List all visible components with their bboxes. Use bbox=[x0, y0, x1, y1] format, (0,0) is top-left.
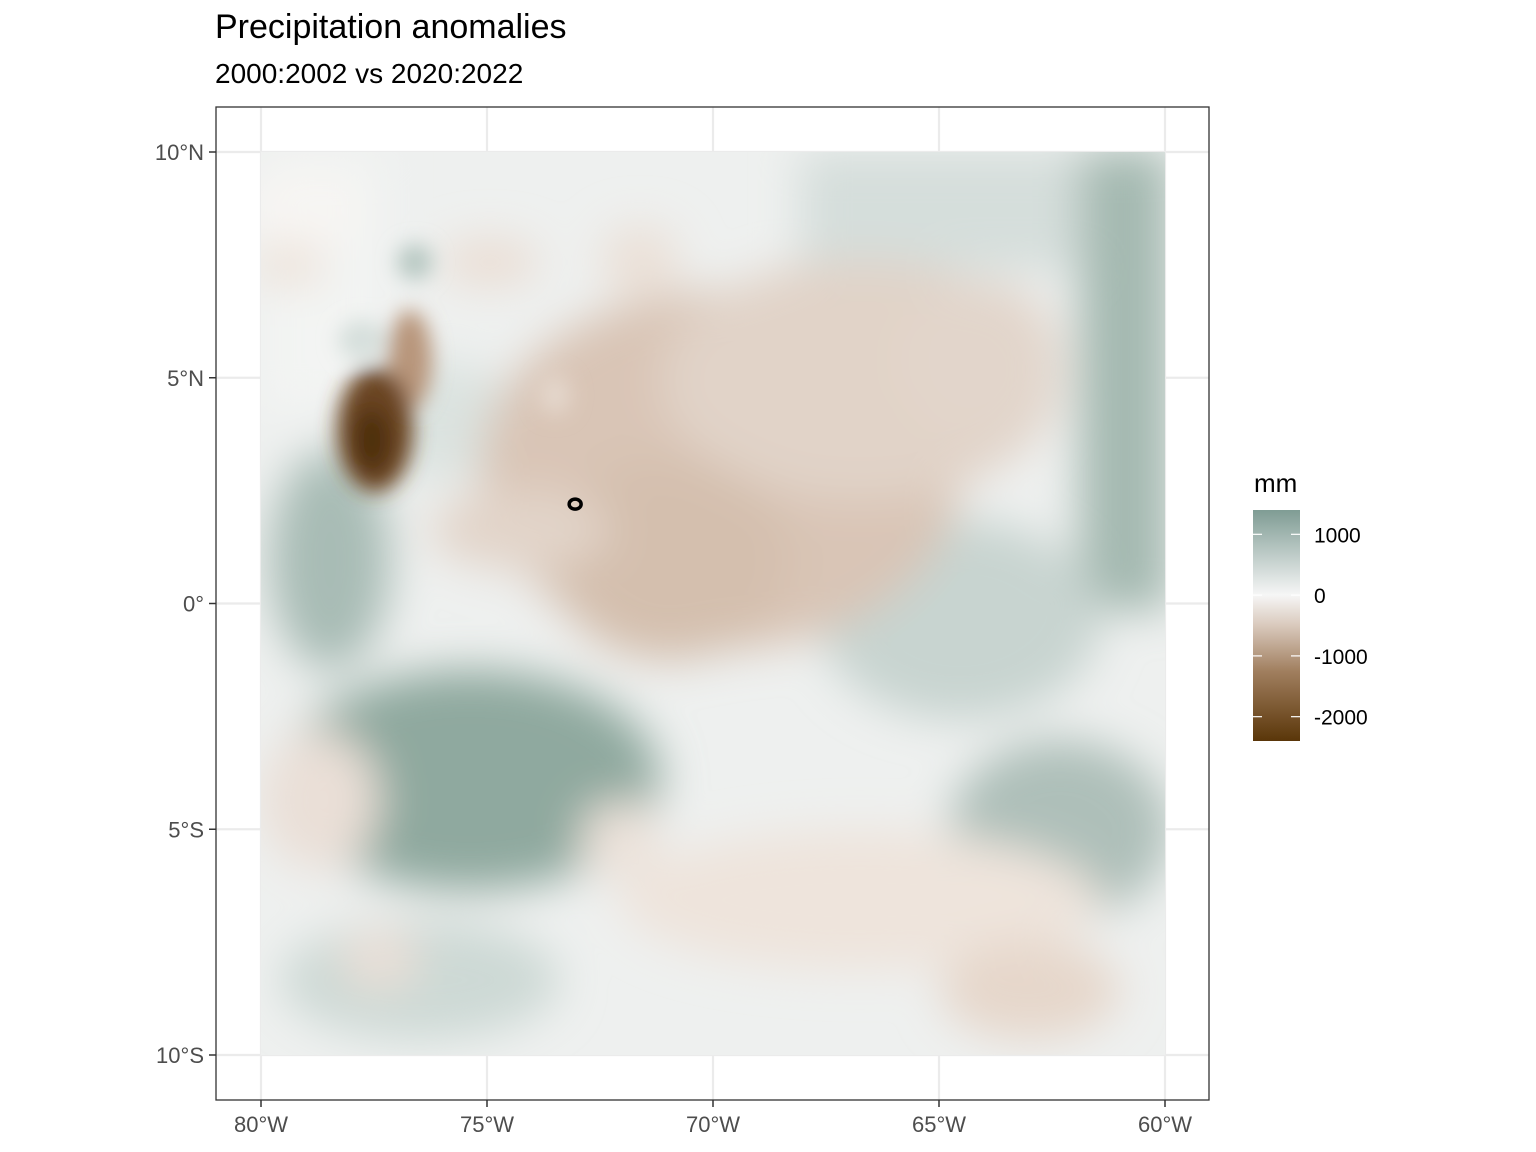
map-title: Precipitation anomalies bbox=[215, 8, 567, 46]
y-tick-label: 5°N bbox=[167, 366, 204, 391]
x-axis: 80°W 75°W 70°W 65°W 60°W bbox=[234, 1100, 1192, 1137]
legend-label: 1000 bbox=[1314, 524, 1361, 547]
map-subtitle: 2000:2002 vs 2020:2022 bbox=[215, 58, 524, 89]
x-tick-label: 60°W bbox=[1138, 1112, 1192, 1137]
legend-ticks: 1000 0 -1000 -2000 bbox=[1253, 524, 1368, 730]
y-tick-label: 0° bbox=[183, 592, 204, 617]
legend-label: 0 bbox=[1314, 585, 1326, 608]
location-marker-ring bbox=[567, 497, 583, 511]
anomaly-raster bbox=[261, 152, 1165, 1055]
x-tick-label: 70°W bbox=[686, 1112, 740, 1137]
location-marker bbox=[567, 497, 583, 511]
x-tick-label: 75°W bbox=[460, 1112, 514, 1137]
y-tick-label: 10°S bbox=[156, 1043, 204, 1068]
legend-label: -2000 bbox=[1314, 707, 1368, 730]
legend-colorbar bbox=[1253, 510, 1300, 741]
x-tick-label: 65°W bbox=[912, 1112, 966, 1137]
legend-title: mm bbox=[1254, 468, 1297, 498]
y-axis: 10°N 5°N 0° 5°S 10°S bbox=[155, 140, 216, 1068]
y-tick-label: 10°N bbox=[155, 140, 204, 165]
y-tick-label: 5°S bbox=[168, 817, 204, 842]
legend: mm 1000 0 -1000 -2000 bbox=[1253, 468, 1368, 741]
x-tick-label: 80°W bbox=[234, 1112, 288, 1137]
legend-label: -1000 bbox=[1314, 646, 1368, 669]
